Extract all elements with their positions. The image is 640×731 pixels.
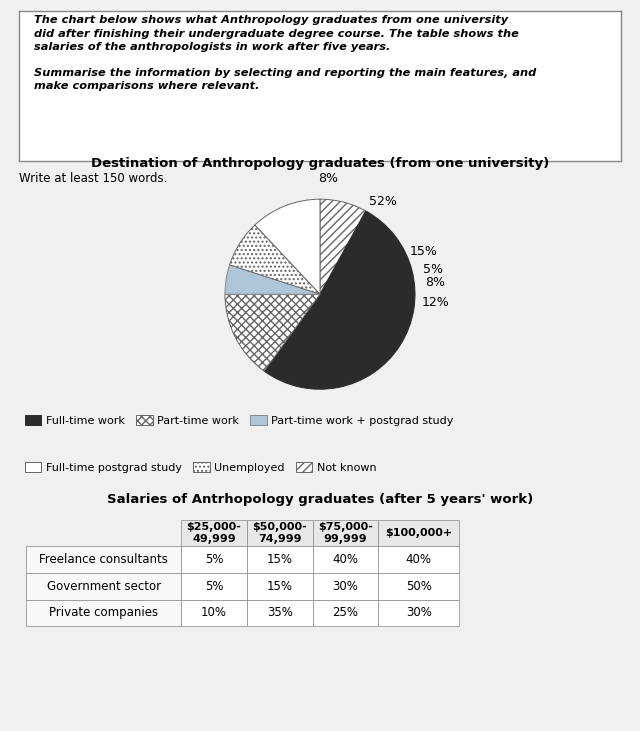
Text: 52%: 52% — [369, 194, 397, 208]
Text: Write at least 150 words.: Write at least 150 words. — [19, 172, 168, 185]
Wedge shape — [255, 199, 320, 294]
Wedge shape — [264, 211, 415, 389]
Text: 5%: 5% — [423, 262, 443, 276]
Title: Destination of Anthropology graduates (from one university): Destination of Anthropology graduates (f… — [91, 157, 549, 170]
Text: 8%: 8% — [318, 172, 338, 185]
Wedge shape — [225, 265, 320, 295]
Text: 12%: 12% — [422, 296, 449, 308]
Wedge shape — [225, 294, 320, 371]
Legend: Full-time postgrad study, Unemployed, Not known: Full-time postgrad study, Unemployed, No… — [25, 462, 376, 473]
Text: Salaries of Antrhopology graduates (after 5 years' work): Salaries of Antrhopology graduates (afte… — [107, 493, 533, 507]
Wedge shape — [230, 225, 320, 294]
Text: 15%: 15% — [410, 245, 438, 258]
Text: 8%: 8% — [426, 276, 445, 289]
Wedge shape — [320, 199, 366, 294]
Text: The chart below shows what Anthropology graduates from one university
did after : The chart below shows what Anthropology … — [34, 15, 536, 91]
